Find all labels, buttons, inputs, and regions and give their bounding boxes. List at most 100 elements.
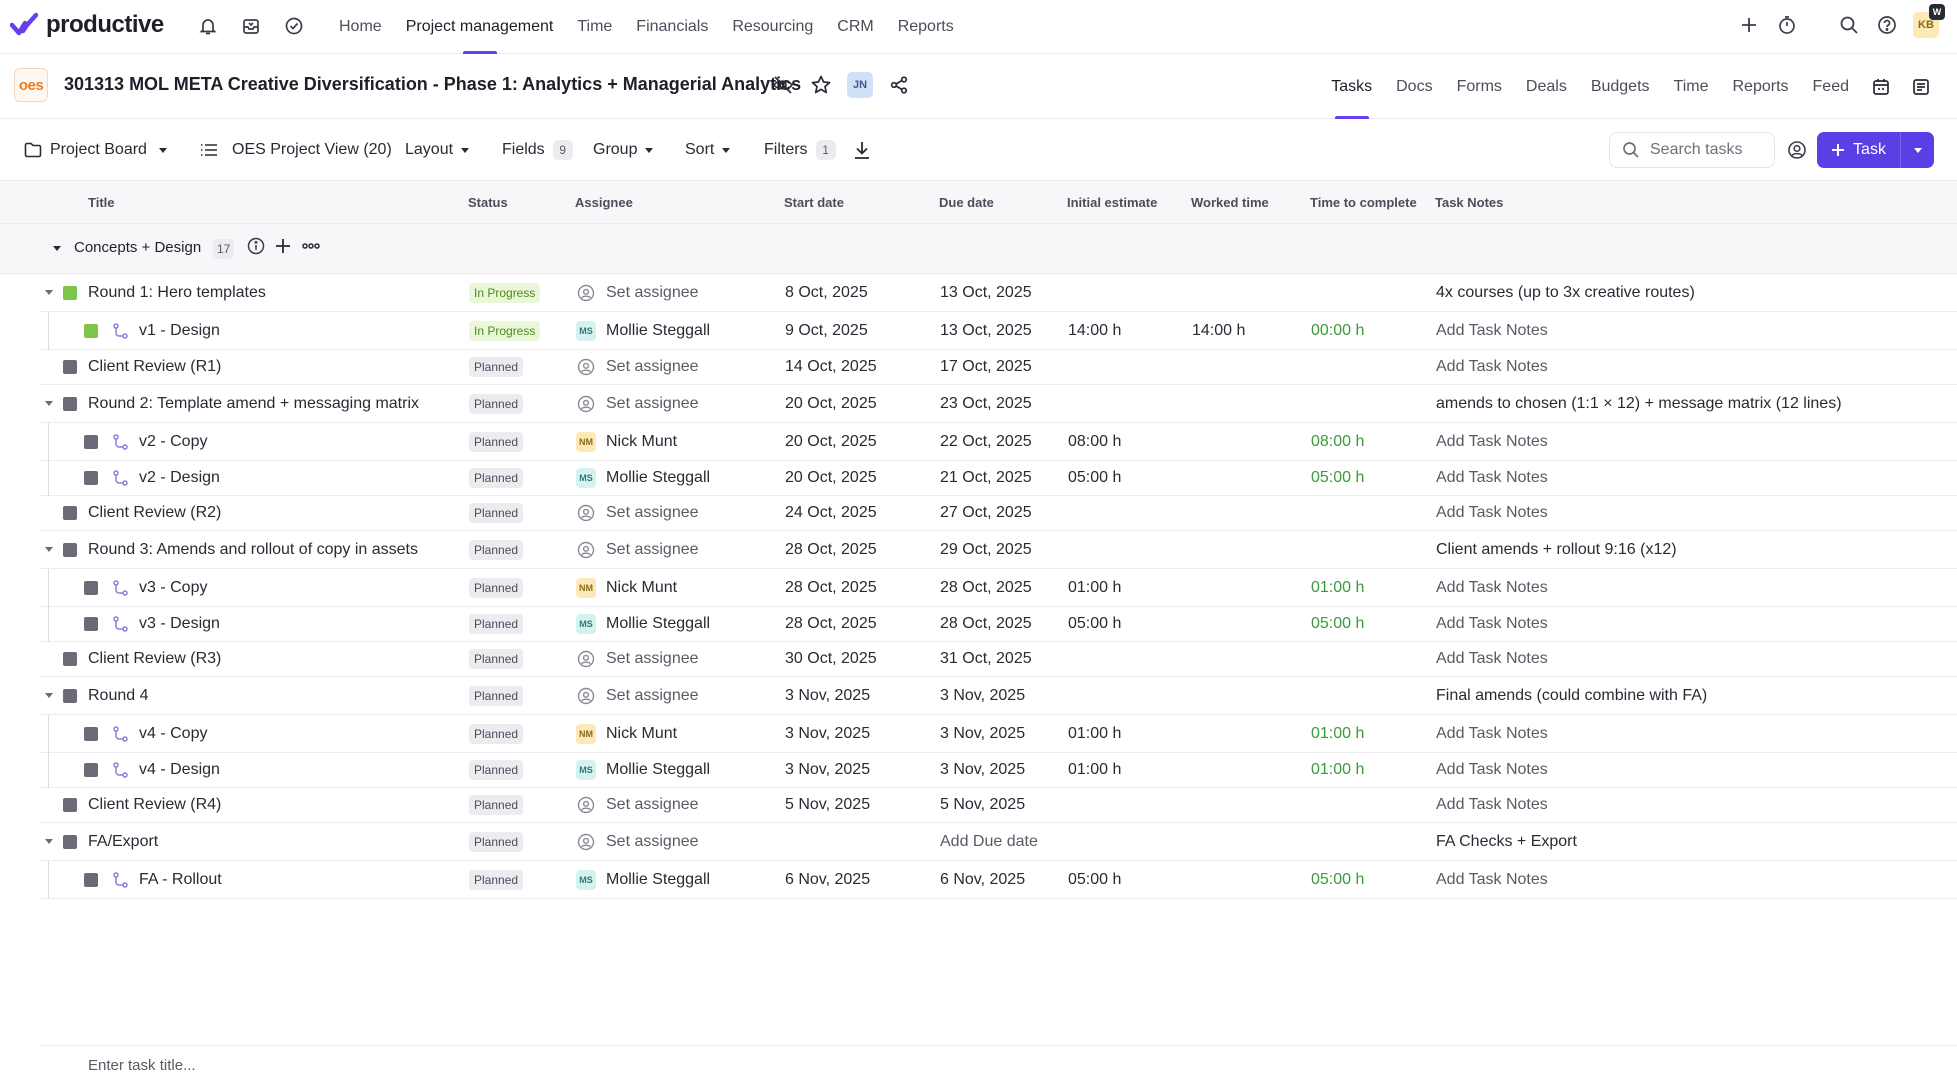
status-badge[interactable]: Planned — [469, 577, 524, 598]
search-tasks-input[interactable] — [1650, 141, 1760, 159]
due-date[interactable]: 21 Oct, 2025 — [940, 469, 1032, 486]
table-row[interactable]: v2 - Design Planned MS Mollie Steggall 20 Oc… — [40, 461, 1957, 496]
task-notes[interactable]: FA Checks + Export — [1436, 832, 1577, 850]
status-badge[interactable]: Planned — [469, 393, 524, 414]
task-notes[interactable]: amends to chosen (1:1 × 12) + message ma… — [1436, 394, 1842, 412]
due-date[interactable]: 3 Nov, 2025 — [940, 724, 1026, 742]
task-title[interactable]: Round 2: Template amend + messaging matr… — [88, 394, 419, 412]
task-notes[interactable]: Add Task Notes — [1436, 761, 1548, 778]
productive-logo[interactable]: productive — [10, 11, 164, 39]
start-date[interactable]: 28 Oct, 2025 — [785, 540, 877, 558]
task-title[interactable]: FA - Rollout — [139, 870, 222, 888]
start-date[interactable]: 3 Nov, 2025 — [785, 724, 871, 742]
column-due-date[interactable]: Due date — [939, 195, 994, 210]
fields-button[interactable]: Fields 9 — [502, 119, 573, 181]
status-badge[interactable]: Planned — [469, 503, 524, 523]
info-icon[interactable] — [247, 237, 265, 255]
project-member-avatar[interactable]: JN — [847, 72, 873, 98]
task-title[interactable]: FA/Export — [88, 832, 159, 850]
table-row[interactable]: FA/Export Planned Set assignee Add Due date… — [40, 823, 1957, 861]
column-time-to-complete[interactable]: Time to complete — [1310, 195, 1417, 210]
start-date[interactable]: 28 Oct, 2025 — [785, 615, 877, 632]
assignee-cell[interactable]: NM Nick Munt — [576, 431, 677, 452]
start-date[interactable]: 20 Oct, 2025 — [785, 432, 877, 450]
initial-estimate[interactable]: 14:00 h — [1068, 321, 1122, 339]
task-title[interactable]: v1 - Design — [139, 321, 220, 339]
due-date[interactable]: 3 Nov, 2025 — [940, 686, 1026, 704]
start-date[interactable]: 20 Oct, 2025 — [785, 394, 877, 412]
task-title[interactable]: Client Review (R1) — [88, 358, 222, 375]
group-dropdown[interactable]: Group — [593, 119, 654, 181]
table-row[interactable]: v4 - Copy Planned NM Nick Munt 3 Nov, 2025 3 … — [40, 715, 1957, 753]
status-badge[interactable]: Planned — [469, 539, 524, 560]
tab-1[interactable]: Docs — [1396, 77, 1433, 95]
nav-link-2[interactable]: Time — [577, 18, 613, 35]
initial-estimate[interactable]: 01:00 h — [1068, 578, 1122, 596]
set-assignee-button[interactable]: Set assignee — [576, 283, 699, 303]
due-date[interactable]: 23 Oct, 2025 — [940, 394, 1032, 412]
table-row[interactable]: v1 - Design In Progress MS Mollie Steggall 9… — [40, 312, 1957, 350]
set-assignee-button[interactable]: Set assignee — [576, 394, 699, 414]
search-icon[interactable] — [1837, 13, 1861, 37]
status-badge[interactable]: Planned — [469, 685, 524, 706]
table-row[interactable]: Round 4 Planned Set assignee 3 Nov, 2025 3 N… — [40, 677, 1957, 715]
task-notes[interactable]: Add Task Notes — [1436, 321, 1548, 339]
nav-link-3[interactable]: Financials — [636, 18, 709, 35]
task-title[interactable]: Client Review (R4) — [88, 796, 222, 813]
start-date[interactable]: 24 Oct, 2025 — [785, 504, 877, 521]
assignee-cell[interactable]: MS Mollie Steggall — [576, 760, 710, 780]
assignee-cell[interactable]: NM Nick Munt — [576, 577, 677, 598]
task-notes[interactable]: Add Task Notes — [1436, 615, 1548, 632]
tab-6[interactable]: Reports — [1732, 77, 1789, 95]
due-date[interactable]: 13 Oct, 2025 — [940, 283, 1032, 301]
due-date[interactable]: 13 Oct, 2025 — [940, 321, 1032, 339]
tab-5[interactable]: Time — [1673, 77, 1709, 95]
start-date[interactable]: 9 Oct, 2025 — [785, 321, 868, 339]
due-date[interactable]: 29 Oct, 2025 — [940, 540, 1032, 558]
status-badge[interactable]: Planned — [469, 831, 524, 852]
set-assignee-button[interactable]: Set assignee — [576, 540, 699, 560]
column-initial-estimate[interactable]: Initial estimate — [1067, 195, 1158, 210]
timer-icon[interactable] — [1775, 13, 1799, 37]
table-row[interactable]: v2 - Copy Planned NM Nick Munt 20 Oct, 2025 2… — [40, 423, 1957, 461]
initial-estimate[interactable]: 05:00 h — [1068, 615, 1122, 632]
status-badge[interactable]: Planned — [469, 760, 524, 780]
task-title[interactable]: v2 - Design — [139, 469, 220, 486]
task-title[interactable]: Round 4 — [88, 686, 149, 704]
column-title[interactable]: Title — [88, 195, 115, 210]
share-icon[interactable] — [887, 73, 911, 97]
task-notes[interactable]: Client amends + rollout 9:16 (x12) — [1436, 540, 1677, 558]
start-date[interactable]: 28 Oct, 2025 — [785, 578, 877, 596]
start-date[interactable]: 14 Oct, 2025 — [785, 358, 877, 375]
due-date[interactable]: 31 Oct, 2025 — [940, 650, 1032, 667]
start-date[interactable]: 5 Nov, 2025 — [785, 796, 871, 813]
due-date[interactable]: 27 Oct, 2025 — [940, 504, 1032, 521]
task-title[interactable]: Client Review (R3) — [88, 650, 222, 667]
tab-0[interactable]: Tasks — [1319, 54, 1384, 119]
set-assignee-button[interactable]: Set assignee — [576, 832, 699, 852]
column-task-notes[interactable]: Task Notes — [1435, 195, 1504, 210]
task-notes[interactable]: Add Task Notes — [1436, 796, 1548, 813]
search-tasks-box[interactable] — [1609, 132, 1775, 168]
project-title[interactable]: 301313 MOL META Creative Diversification… — [64, 74, 802, 94]
task-title[interactable]: v3 - Copy — [139, 578, 208, 596]
bell-icon[interactable] — [196, 14, 220, 38]
new-task-input[interactable]: Enter task title... — [88, 1057, 196, 1074]
task-notes[interactable]: Add Task Notes — [1436, 650, 1548, 667]
column-assignee[interactable]: Assignee — [575, 195, 633, 210]
status-badge[interactable]: Planned — [469, 723, 524, 744]
check-circle-icon[interactable] — [282, 14, 306, 38]
initial-estimate[interactable]: 08:00 h — [1068, 432, 1122, 450]
due-date[interactable]: 28 Oct, 2025 — [940, 578, 1032, 596]
table-row[interactable]: Round 3: Amends and rollout of copy in a… — [40, 531, 1957, 569]
due-date[interactable]: 17 Oct, 2025 — [940, 358, 1032, 375]
nav-link-0[interactable]: Home — [339, 18, 382, 35]
nav-link-1[interactable]: Project management — [394, 0, 566, 54]
task-title[interactable]: Round 3: Amends and rollout of copy in a… — [88, 540, 418, 558]
set-assignee-button[interactable]: Set assignee — [576, 357, 699, 377]
status-badge[interactable]: Planned — [469, 357, 524, 377]
start-date[interactable]: 8 Oct, 2025 — [785, 283, 868, 301]
task-notes[interactable]: Add Task Notes — [1436, 870, 1548, 888]
start-date[interactable]: 20 Oct, 2025 — [785, 469, 877, 486]
status-badge[interactable]: Planned — [469, 795, 524, 815]
